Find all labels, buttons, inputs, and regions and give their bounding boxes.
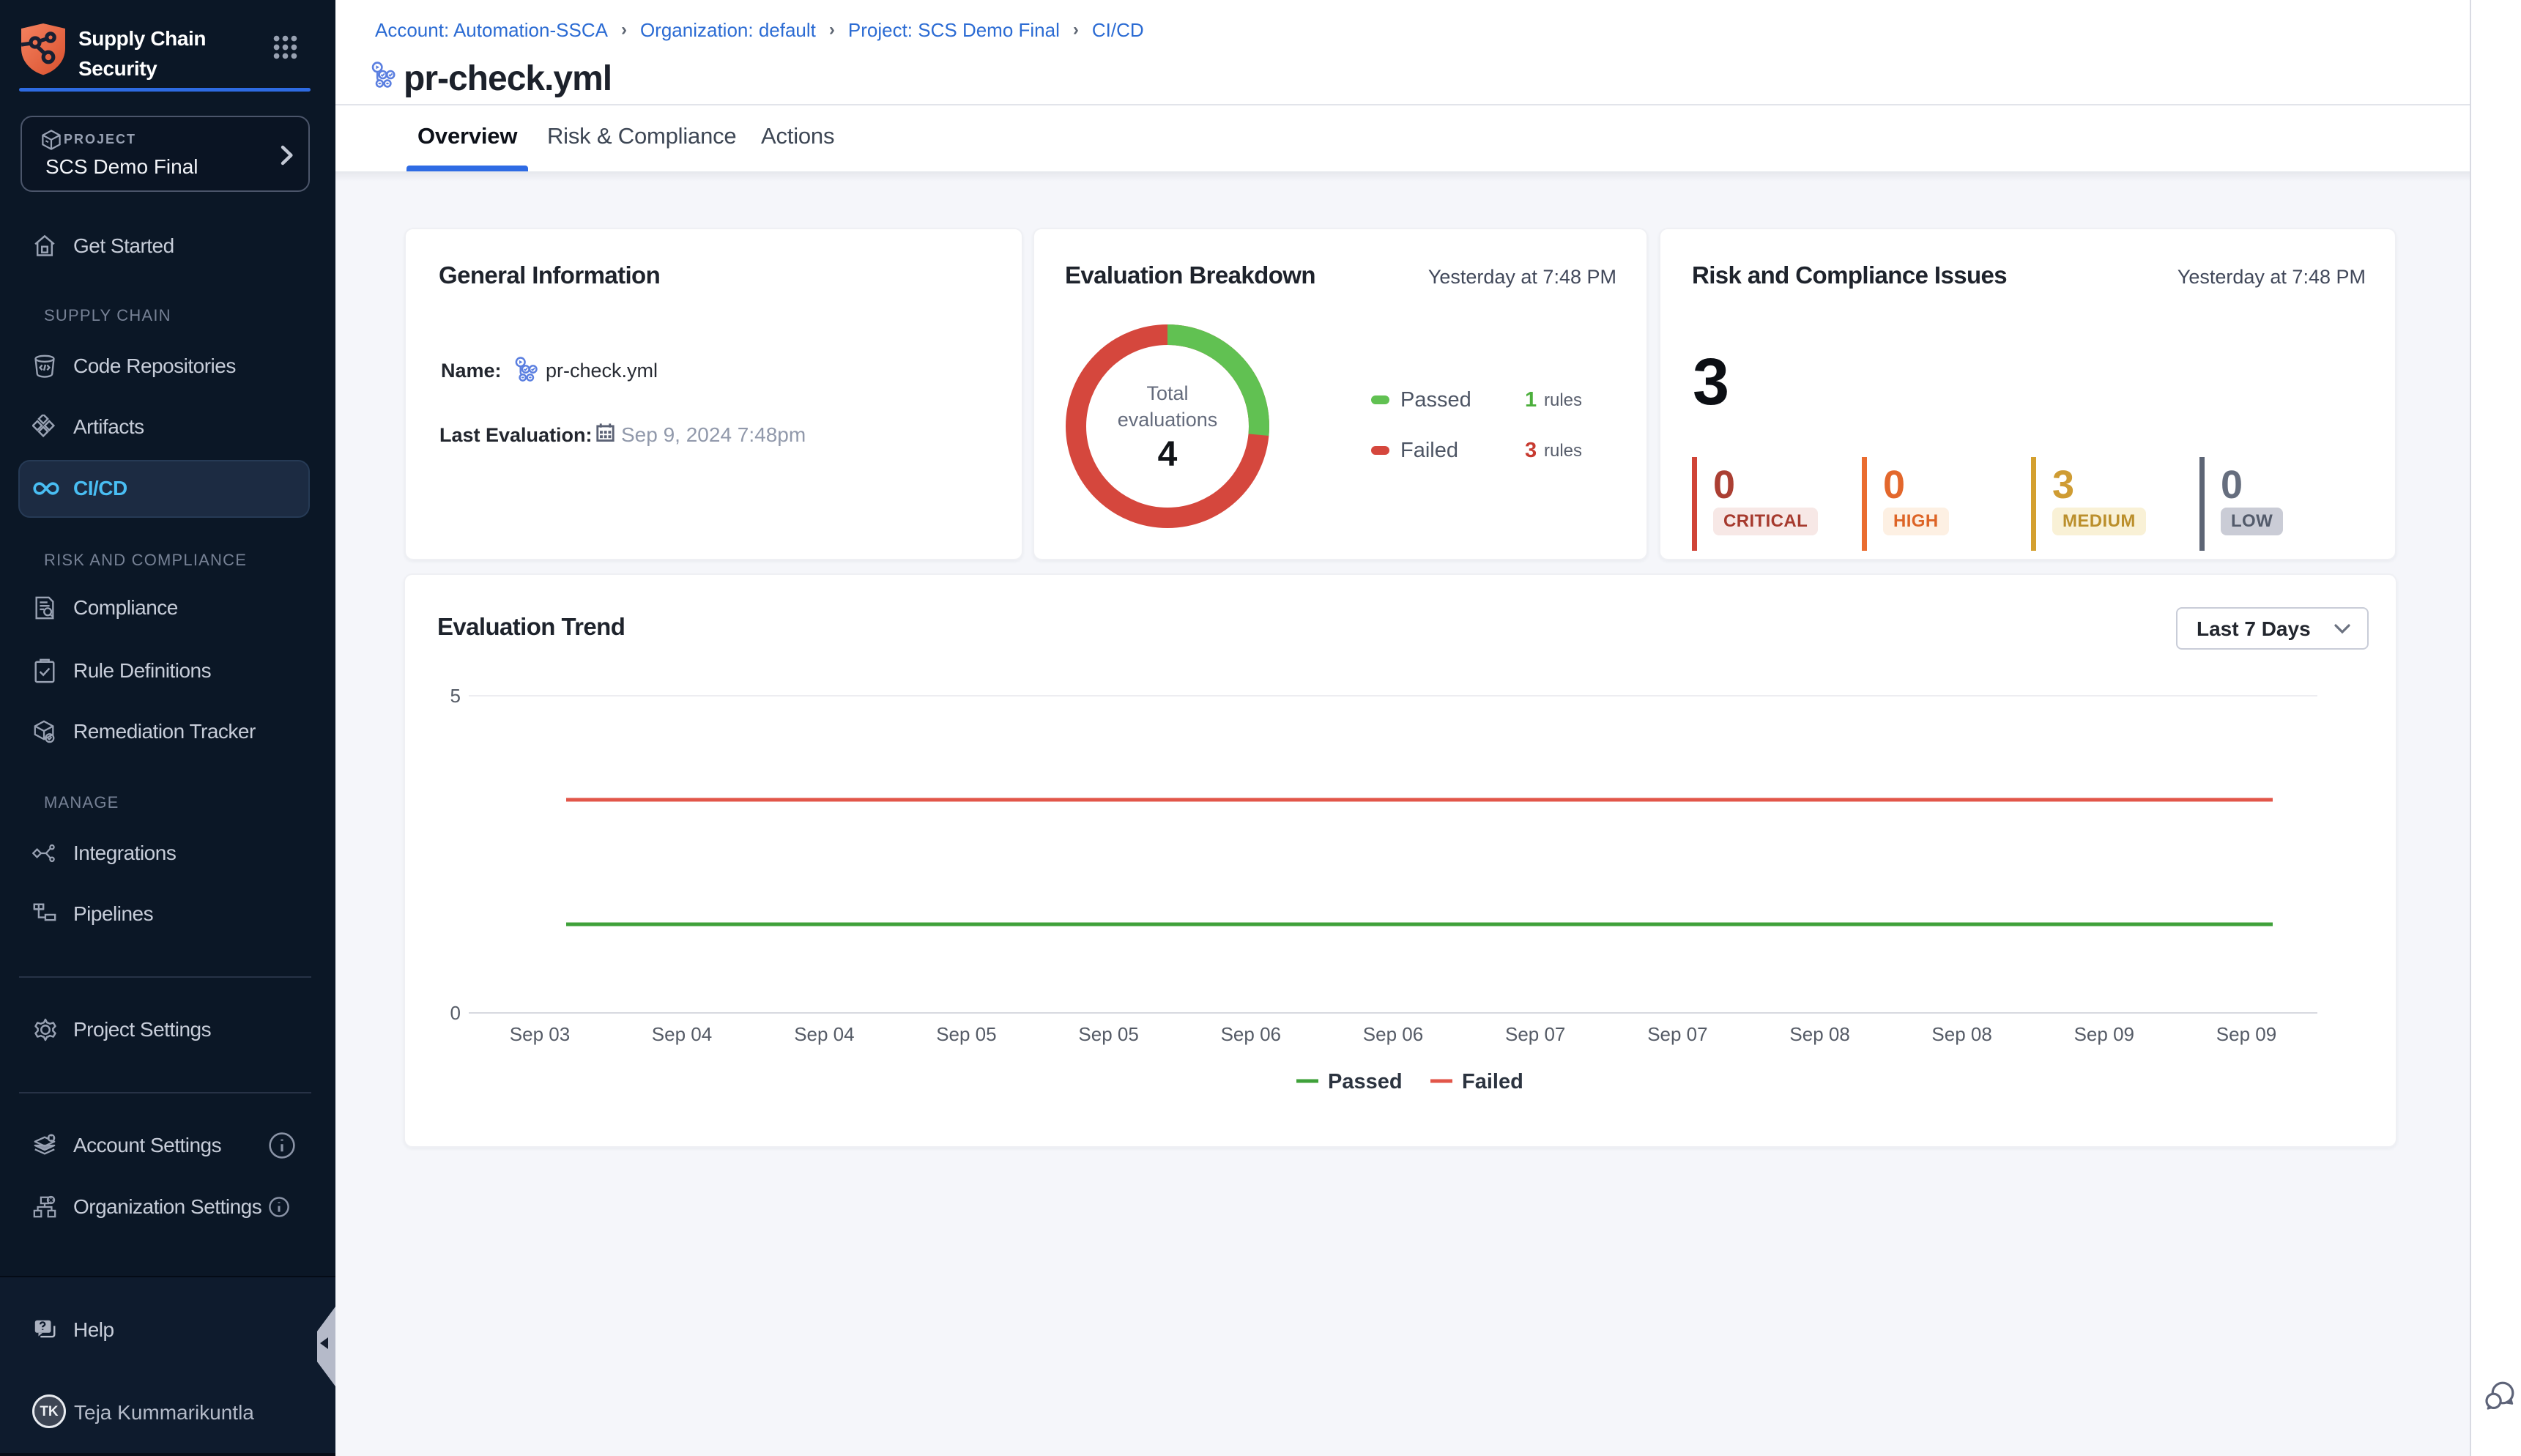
svg-text:Sep 05: Sep 05: [1078, 1023, 1138, 1045]
svg-text:Sep 06: Sep 06: [1221, 1023, 1281, 1045]
svg-text:0: 0: [450, 1002, 461, 1024]
svg-text:Sep 08: Sep 08: [1789, 1023, 1849, 1045]
svg-text:Passed: Passed: [1328, 1070, 1403, 1093]
svg-text:Sep 09: Sep 09: [2216, 1023, 2276, 1045]
svg-text:Sep 04: Sep 04: [794, 1023, 854, 1045]
svg-text:5: 5: [450, 685, 461, 707]
svg-text:Sep 07: Sep 07: [1505, 1023, 1565, 1045]
svg-text:Sep 05: Sep 05: [936, 1023, 996, 1045]
svg-text:Failed: Failed: [1462, 1070, 1523, 1093]
svg-text:Sep 03: Sep 03: [510, 1023, 570, 1045]
svg-text:Sep 08: Sep 08: [1931, 1023, 1991, 1045]
svg-text:Sep 04: Sep 04: [652, 1023, 712, 1045]
svg-text:Sep 09: Sep 09: [2074, 1023, 2134, 1045]
svg-text:Sep 06: Sep 06: [1363, 1023, 1423, 1045]
svg-text:Sep 07: Sep 07: [1647, 1023, 1707, 1045]
